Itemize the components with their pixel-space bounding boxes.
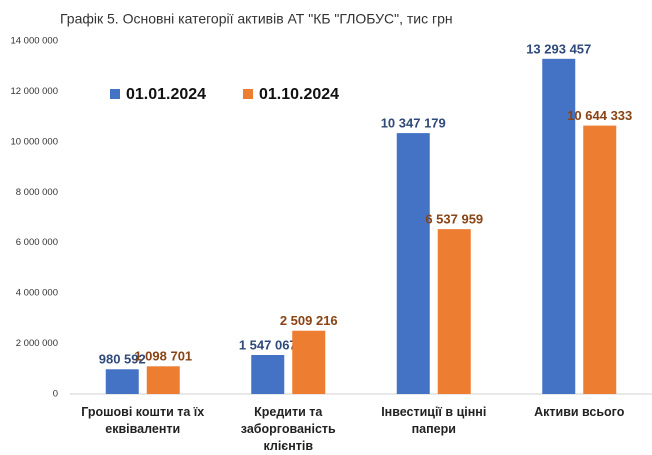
bar [292,330,326,394]
y-tick-label: 10 000 000 [10,136,58,147]
y-tick-label: 8 000 000 [16,187,58,198]
y-tick-label: 2 000 000 [16,338,58,349]
legend-swatch [110,89,120,99]
data-label: 980 592 [99,352,146,367]
bar [437,229,471,394]
legend-label: 01.01.2024 [126,86,206,103]
data-label: 13 293 457 [526,41,591,56]
y-tick-label: 14 000 000 [10,36,58,47]
y-tick-label: 0 [53,389,58,400]
data-label: 10 644 333 [567,108,632,123]
y-tick-label: 6 000 000 [16,237,58,248]
data-label: 1 547 067 [239,337,297,352]
bar [542,58,576,395]
legend-swatch [243,89,253,99]
x-tick-label: Кредити та заборгованість клієнтів [240,405,336,453]
x-tick-label: Інвестиції в цінні папери [381,405,487,436]
bar [583,125,617,394]
y-tick-label: 12 000 000 [10,86,58,97]
y-tick-label: 4 000 000 [16,288,58,299]
bar [396,133,430,394]
legend-label: 01.10.2024 [259,86,339,103]
chart-title: Графік 5. Основні категорії активів АТ "… [60,11,453,27]
bar [105,369,139,394]
data-label: 2 509 216 [280,313,338,328]
x-tick-label: Активи всього [534,405,625,419]
x-tick-label: Грошові кошти та їх еквіваленти [81,405,205,436]
bar [146,366,180,394]
data-label: 10 347 179 [381,116,446,131]
bar [251,354,285,394]
data-label: 6 537 959 [425,212,483,227]
data-label: 1 098 701 [134,349,192,364]
